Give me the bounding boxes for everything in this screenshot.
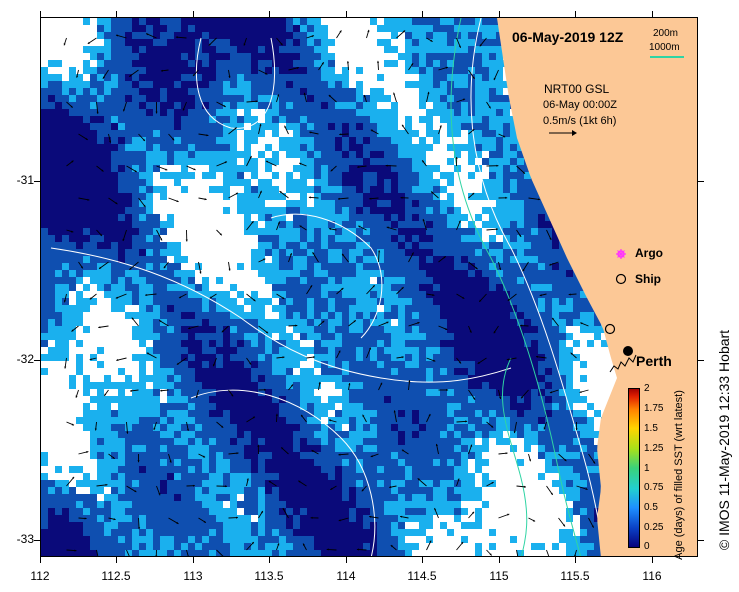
contour-200-label: 200m (653, 28, 679, 39)
x-tick-label: 114 (336, 569, 356, 583)
colorbar-label: 1.25 (644, 443, 664, 454)
perth-city-dot-icon (623, 346, 633, 356)
x-tick-label: 116 (642, 569, 662, 583)
contour-1000-label: 1000m (649, 42, 680, 53)
x-tick-label: 115.5 (560, 569, 590, 583)
land-mass (497, 18, 697, 556)
sst-age-colorbar (628, 388, 640, 548)
ship-marker-icon[interactable] (603, 322, 617, 336)
map-frame[interactable] (40, 17, 698, 557)
ship-circle-icon (615, 273, 627, 285)
y-tick-label: -33 (16, 532, 34, 546)
colorbar-label: 2 (644, 383, 650, 394)
contour-1000-swatch (650, 56, 684, 58)
colorbar-label: 1.75 (644, 403, 664, 414)
x-tick-label: 114.5 (407, 569, 437, 583)
x-tick-label: 113.5 (254, 569, 284, 583)
x-tick-label: 112 (30, 569, 50, 583)
x-tick-label: 113 (183, 569, 203, 583)
sst-map[interactable] (41, 18, 698, 557)
y-tick-label: -31 (16, 173, 34, 187)
imos-credit: © IMOS 11-May-2019 12:33 Hobart (716, 329, 732, 551)
x-tick-label: 112.5 (101, 569, 131, 583)
x-tick-label: 115 (489, 569, 509, 583)
current-scale-arrow-icon (549, 130, 577, 136)
map-date-title: 06-May-2019 12Z (512, 29, 624, 45)
argo-asterisk-icon (616, 249, 626, 259)
colorbar-label: 0.5 (644, 502, 658, 513)
colorbar-label: 0 (644, 541, 650, 552)
colorbar-title: Age (days) of filled SST (wrt latest) (673, 390, 685, 560)
perth-city-label: Perth (636, 353, 672, 369)
colorbar-label: 0.75 (644, 482, 664, 493)
colorbar-label: 1.5 (644, 423, 658, 434)
current-scale-label: 0.5m/s (1kt 6h) (543, 115, 617, 127)
bathymetry-contours (50, 18, 607, 556)
current-time-label: 06-May 00:00Z (543, 99, 617, 111)
y-tick-label: -32 (16, 352, 34, 366)
colorbar-label: 1 (644, 463, 650, 474)
ship-legend-label: Ship (635, 272, 661, 286)
current-source-label: NRT00 GSL (544, 82, 610, 96)
perth-river-icon (609, 354, 637, 373)
current-vectors (63, 29, 596, 556)
argo-legend-label: Argo (635, 246, 663, 260)
colorbar-label: 0.25 (644, 522, 664, 533)
